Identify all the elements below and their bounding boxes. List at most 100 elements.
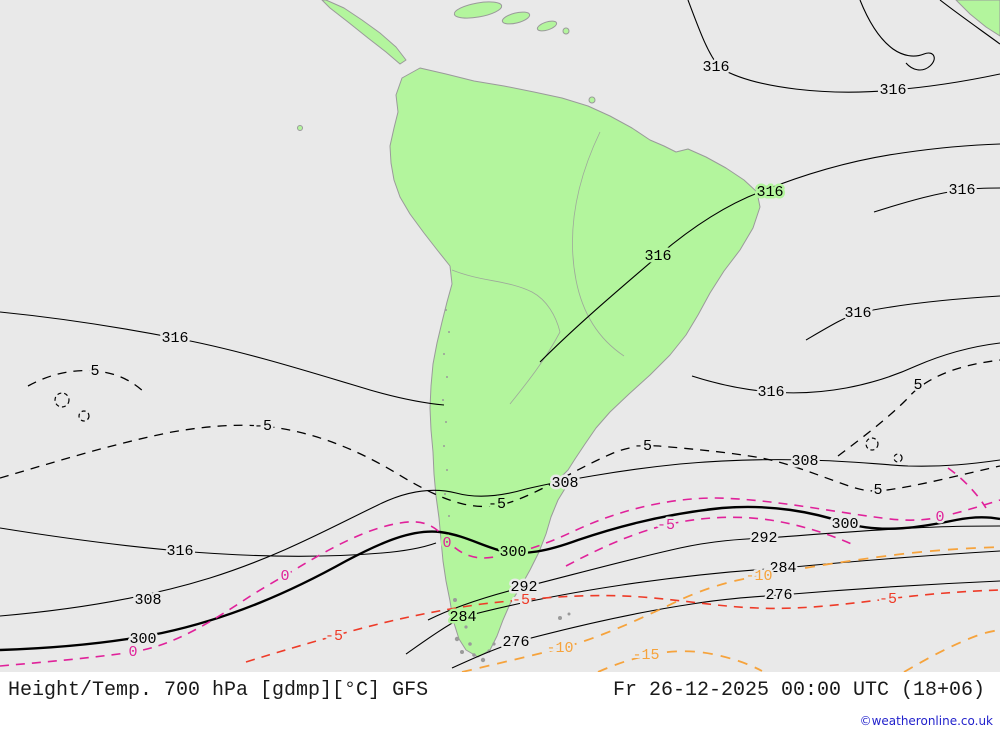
contour-label-316: 316: [161, 330, 188, 347]
temp-contour-orange-edge: [903, 629, 1000, 672]
archipelago-speck: [468, 642, 472, 646]
contour-label-316: 316: [756, 184, 783, 201]
andes-speck: [445, 421, 447, 423]
trinidad-island: [588, 96, 596, 104]
landmass-group: [297, 0, 1000, 658]
contour-label-284: 284: [769, 560, 796, 577]
falkland-speck: [558, 616, 562, 620]
archipelago-speck: [480, 657, 486, 663]
temp-contour-minus5-black: [0, 424, 1000, 508]
contour-label-284: 284: [449, 609, 476, 626]
height-contour-316: [939, 0, 1000, 45]
contour-label-300: 300: [831, 516, 858, 533]
height-contour-316: [0, 311, 445, 406]
contour-label--5: -5: [657, 517, 675, 534]
temperature-contours: [0, 359, 1000, 672]
contour-label-300: 300: [129, 631, 156, 648]
contour-label--5: -5: [634, 438, 652, 455]
weather-map: 316 316 316 316 316 316 316 316 316 308 308 308 300 3…: [0, 0, 1000, 672]
andes-speck: [446, 469, 448, 471]
contour-label--5: -5: [254, 418, 272, 435]
contour-label-276: 276: [765, 587, 792, 604]
contour-label-308: 308: [134, 592, 161, 609]
archipelago-speck: [453, 598, 457, 602]
andes-speck: [442, 399, 444, 401]
contour-label-0: 0: [128, 644, 137, 661]
central-america-landmass: [321, 0, 407, 65]
map-title: Height/Temp. 700 hPa [gdmp][°C] GFS: [8, 679, 429, 702]
island: [536, 20, 558, 32]
contour-label-308: 308: [551, 475, 578, 492]
contour-label-276: 276: [502, 634, 529, 651]
contour-label-0: 0: [280, 568, 289, 585]
galapagos-island: [297, 125, 303, 131]
contour-label-5: 5: [913, 377, 922, 394]
temp-contour-loop: [78, 410, 90, 422]
map-datetime: Fr 26-12-2025 00:00 UTC (18+06): [612, 679, 985, 702]
andes-speck: [448, 331, 450, 333]
height-contour-316: [873, 187, 1000, 213]
contour-label-316: 316: [166, 543, 193, 560]
contour-label--5: -5: [512, 592, 530, 609]
height-contour-284: [405, 550, 1000, 655]
temp-contour-minus15-orange: [597, 650, 763, 672]
temp-contour-0-magenta: [0, 497, 1000, 667]
andes-speck: [446, 376, 448, 378]
contour-label-0: 0: [442, 535, 451, 552]
andes-speck: [443, 353, 445, 355]
island: [501, 11, 531, 25]
archipelago-speck: [460, 650, 464, 654]
contour-label--5: -5: [488, 496, 506, 513]
caribbean-islands: [453, 1, 596, 104]
contour-label-316: 316: [702, 59, 729, 76]
border-line: [509, 331, 561, 405]
contour-label-316: 316: [757, 384, 784, 401]
temp-contour-5-black: [27, 369, 145, 393]
temp-contour-5-black: [837, 359, 1000, 457]
height-contours: [0, 0, 1000, 669]
contour-label--5: -5: [879, 591, 897, 608]
height-contour-316: [805, 295, 1000, 341]
credit-link[interactable]: ©weatheronline.co.uk: [859, 714, 993, 728]
contour-label-316: 316: [948, 182, 975, 199]
country-borders: [451, 131, 625, 405]
height-contour-316: [0, 527, 437, 557]
archipelago-speck: [454, 636, 460, 642]
contour-label-316: 316: [844, 305, 871, 322]
contour-label-308: 308: [791, 453, 818, 470]
temp-contour-loop: [54, 392, 70, 408]
height-contour-316: [859, 0, 935, 71]
archipelago-speck: [492, 642, 496, 646]
contour-label-5: 5: [90, 363, 99, 380]
andes-speck: [443, 445, 445, 447]
temp-contour-magenta-edge: [947, 467, 987, 509]
height-contour-276: [451, 580, 1000, 669]
height-contour-316: [691, 342, 1000, 394]
island: [453, 1, 503, 19]
archipelago-speck: [464, 625, 468, 629]
falkland-speck: [567, 612, 571, 616]
height-contour-316: [539, 143, 1000, 363]
contour-label-292: 292: [510, 579, 537, 596]
contour-label--5: -5: [325, 628, 343, 645]
contour-label--10: -10: [546, 640, 573, 657]
africa-corner-landmass: [955, 0, 1000, 37]
footer-bar: Height/Temp. 700 hPa [gdmp][°C] GFS Fr 2…: [0, 672, 1000, 733]
archipelago-speck: [472, 653, 476, 657]
contour-label-300: 300: [499, 544, 526, 561]
temp-contour-minus5-red: [245, 589, 1000, 663]
temp-contour-minus5-magenta: [565, 516, 857, 567]
terrain-specks: [442, 309, 571, 663]
archipelago-speck: [450, 619, 454, 623]
andes-speck: [448, 515, 450, 517]
andes-speck: [444, 493, 446, 495]
contour-label-5: 5: [873, 482, 882, 499]
height-contour-300: [0, 505, 1000, 652]
temp-contour-loop: [893, 453, 903, 463]
temp-contour-loop: [865, 437, 879, 451]
contour-label-292: 292: [750, 530, 777, 547]
border-line: [572, 131, 625, 357]
contour-label--10: -10: [745, 568, 772, 585]
contour-labels: 316 316 316 316 316 316 316 316 316 308 308 308 300 3…: [88, 57, 978, 667]
